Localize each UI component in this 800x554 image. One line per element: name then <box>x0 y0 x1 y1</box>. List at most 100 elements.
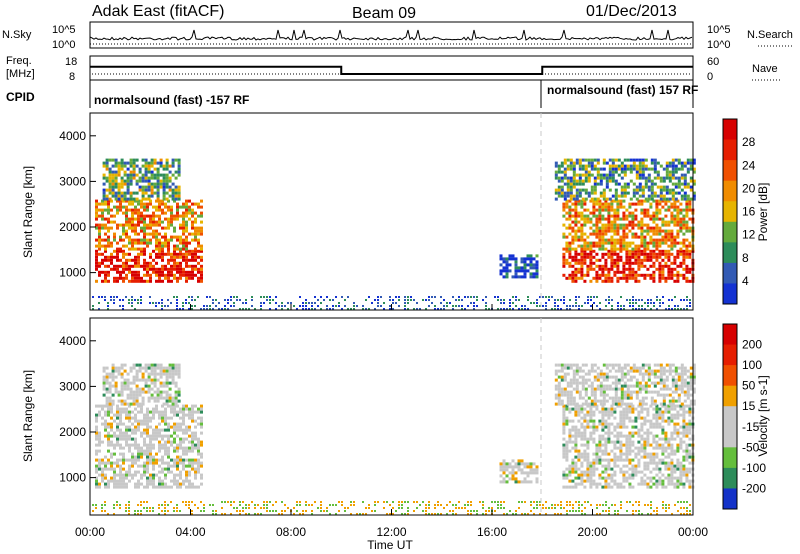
data-cell <box>682 422 686 426</box>
data-cell <box>182 267 185 271</box>
data-cell <box>144 366 148 370</box>
data-cell <box>470 302 472 304</box>
data-cell <box>634 247 638 251</box>
data-cell <box>116 267 119 271</box>
data-cell <box>673 241 677 245</box>
data-cell <box>661 482 665 486</box>
data-cell <box>689 366 693 370</box>
colorbar-swatch <box>723 283 737 305</box>
data-cell <box>593 393 597 397</box>
data-cell <box>622 226 626 230</box>
data-cell <box>682 434 686 438</box>
data-cell <box>141 191 145 195</box>
data-cell <box>590 185 594 189</box>
data-cell <box>162 182 166 186</box>
data-cell <box>497 296 499 298</box>
data-cell <box>302 305 304 307</box>
data-cell <box>577 270 581 274</box>
data-cell <box>601 452 605 456</box>
data-cell <box>619 425 623 429</box>
data-cell <box>623 308 625 310</box>
data-cell <box>126 384 130 388</box>
data-cell <box>104 247 107 251</box>
data-cell <box>689 387 693 391</box>
data-cell <box>598 211 602 215</box>
data-cell <box>102 164 106 168</box>
data-cell <box>644 363 648 367</box>
data-cell <box>673 482 677 486</box>
data-cell <box>200 410 203 414</box>
data-cell <box>619 238 623 242</box>
data-cell <box>686 296 688 298</box>
data-cell <box>572 164 576 168</box>
data-cell <box>629 378 633 382</box>
data-cell <box>653 176 657 180</box>
data-cell <box>682 241 686 245</box>
data-cell <box>659 191 663 195</box>
data-cell <box>150 188 154 192</box>
data-cell <box>682 217 686 221</box>
data-cell <box>137 223 140 227</box>
data-cell <box>689 384 693 388</box>
data-cell <box>164 507 166 509</box>
data-cell <box>539 296 541 298</box>
data-cell <box>176 404 179 408</box>
data-cell <box>616 258 620 262</box>
data-cell <box>129 161 133 165</box>
data-cell <box>637 202 641 206</box>
data-cell <box>647 173 651 177</box>
data-cell <box>147 197 151 201</box>
data-cell <box>185 235 188 239</box>
data-cell <box>170 267 173 271</box>
data-cell <box>568 199 572 203</box>
data-cell <box>209 504 211 506</box>
data-cell <box>529 266 533 270</box>
data-cell <box>191 485 194 489</box>
data-cell <box>569 308 571 310</box>
data-cell <box>431 302 433 304</box>
data-cell <box>671 369 675 373</box>
data-cell <box>165 197 169 201</box>
data-cell <box>159 393 163 397</box>
data-cell <box>120 366 124 370</box>
data-cell <box>146 443 149 447</box>
data-cell <box>518 299 520 301</box>
data-cell <box>629 369 633 373</box>
data-cell <box>158 279 161 283</box>
data-cell <box>608 179 612 183</box>
data-cell <box>135 158 139 162</box>
data-cell <box>568 479 572 483</box>
data-cell <box>122 458 125 462</box>
data-cell <box>605 305 607 307</box>
data-cell <box>134 443 137 447</box>
data-cell <box>634 455 638 459</box>
data-cell <box>119 273 122 277</box>
data-cell <box>569 393 573 397</box>
data-cell <box>628 452 632 456</box>
data-cell <box>587 402 591 406</box>
data-cell <box>511 468 515 472</box>
data-cell <box>589 220 593 224</box>
data-cell <box>602 188 606 192</box>
data-cell <box>634 446 638 450</box>
data-cell <box>173 479 176 483</box>
data-cell <box>191 220 194 224</box>
data-cell <box>607 473 611 477</box>
data-cell <box>137 247 140 251</box>
data-cell <box>616 437 620 441</box>
data-cell <box>671 378 675 382</box>
data-cell <box>644 197 648 201</box>
data-cell <box>682 244 686 248</box>
data-cell <box>554 363 558 367</box>
data-cell <box>593 167 597 171</box>
data-cell <box>557 299 559 301</box>
data-cell <box>120 402 124 406</box>
data-cell <box>572 194 576 198</box>
data-cell <box>194 437 197 441</box>
data-cell <box>595 407 599 411</box>
data-cell <box>622 247 626 251</box>
data-cell <box>568 208 572 212</box>
data-cell <box>179 482 182 486</box>
data-cell <box>158 485 161 489</box>
data-cell <box>176 202 179 206</box>
